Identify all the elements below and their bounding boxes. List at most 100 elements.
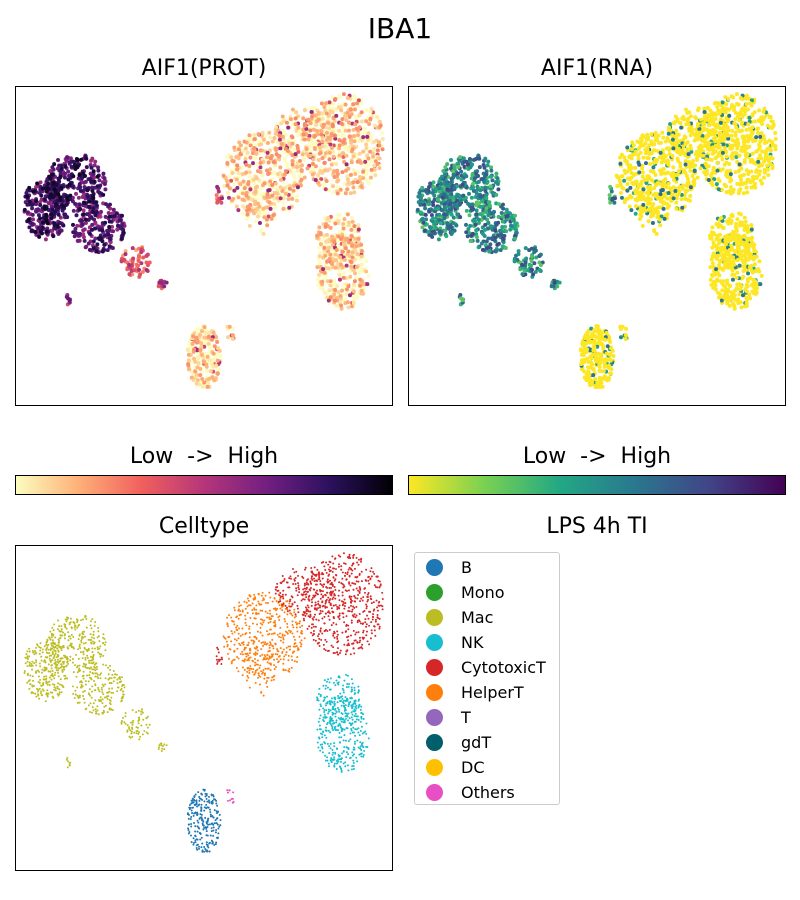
cell-point	[92, 163, 97, 168]
cell-point	[359, 249, 364, 254]
cell-point	[317, 261, 322, 266]
cell-point	[446, 209, 451, 214]
cell-point	[352, 279, 357, 284]
cell-point	[327, 100, 332, 105]
cell-point	[258, 160, 263, 165]
cell-point	[62, 212, 67, 217]
cell-point	[732, 306, 737, 311]
cell-point	[121, 230, 126, 235]
cell-point	[74, 213, 79, 218]
cell-point	[200, 376, 205, 381]
cell-point	[106, 232, 111, 237]
cell-point	[67, 298, 72, 303]
cell-point	[315, 128, 320, 133]
cell-point	[52, 187, 57, 192]
cell-point	[342, 257, 347, 262]
cell-point	[755, 286, 760, 291]
cell-point	[658, 195, 663, 200]
cell-point	[739, 148, 744, 153]
cell-point	[325, 120, 330, 125]
cell-point	[199, 345, 204, 350]
cell-point	[320, 287, 325, 292]
cell-point	[82, 238, 87, 243]
cell-point	[278, 177, 283, 182]
cell-point	[208, 369, 213, 374]
cell-point	[202, 380, 207, 385]
cell-point	[718, 279, 723, 284]
cell-point	[237, 140, 242, 145]
cell-point	[658, 150, 663, 155]
cell-point	[673, 134, 678, 139]
cell-point	[341, 226, 346, 231]
cell-point	[247, 174, 252, 179]
cell-point	[77, 202, 82, 207]
cell-point	[81, 228, 86, 233]
cell-point	[299, 177, 304, 182]
cell-point	[738, 187, 743, 192]
cell-point	[278, 165, 283, 170]
cell-point	[101, 171, 106, 176]
cell-point	[321, 267, 326, 272]
cell-point	[665, 201, 670, 206]
cell-point	[429, 213, 434, 218]
cell-point	[93, 159, 98, 164]
cell-point	[302, 137, 307, 142]
cell-point	[352, 107, 357, 112]
cell-point	[597, 362, 602, 367]
cell-point	[275, 172, 280, 177]
cell-point	[99, 209, 104, 214]
cell-point	[267, 130, 272, 135]
cell-point	[380, 147, 385, 152]
cell-point	[355, 252, 360, 257]
cell-point	[736, 191, 741, 196]
cell-point	[348, 172, 353, 177]
cell-point	[595, 325, 600, 330]
cell-point	[705, 105, 710, 110]
cell-point	[683, 141, 688, 146]
cell-point	[309, 109, 314, 114]
cell-point	[94, 249, 99, 254]
cell-point	[347, 220, 351, 225]
cell-point	[78, 188, 83, 193]
cell-point	[462, 164, 467, 169]
cell-point	[205, 354, 210, 359]
cell-point	[633, 191, 638, 196]
cell-point	[341, 154, 346, 159]
cell-point	[725, 169, 730, 174]
cell-point	[323, 290, 328, 295]
cell-point	[240, 197, 245, 202]
cell-point	[300, 152, 305, 157]
cell-point	[82, 200, 87, 205]
cell-point	[232, 188, 237, 193]
cell-point	[54, 202, 59, 207]
cell-point	[317, 245, 322, 250]
cell-point	[287, 186, 292, 191]
cell-point	[341, 92, 346, 97]
cell-point	[301, 127, 306, 132]
cell-point	[538, 252, 543, 257]
cell-point	[640, 164, 645, 168]
cell-point	[665, 170, 670, 175]
cell-point	[100, 249, 105, 254]
cell-point	[337, 277, 342, 282]
cell-point	[323, 187, 328, 192]
cell-point	[137, 267, 141, 272]
cell-point	[638, 150, 643, 155]
cell-point	[427, 202, 432, 207]
cell-point	[598, 369, 603, 374]
cell-point	[200, 329, 204, 334]
cell-point	[107, 214, 112, 219]
cell-point	[34, 184, 39, 189]
cell-point	[198, 366, 203, 371]
cell-point	[357, 125, 362, 130]
cell-point	[46, 182, 51, 186]
cell-point	[290, 159, 295, 164]
cell-point	[319, 128, 324, 133]
cell-point	[352, 134, 357, 138]
cell-point	[671, 196, 676, 201]
cell-point	[298, 158, 302, 163]
cell-point	[701, 121, 706, 126]
cell-point	[316, 272, 321, 277]
cell-point	[593, 376, 598, 381]
cell-point	[247, 170, 252, 175]
